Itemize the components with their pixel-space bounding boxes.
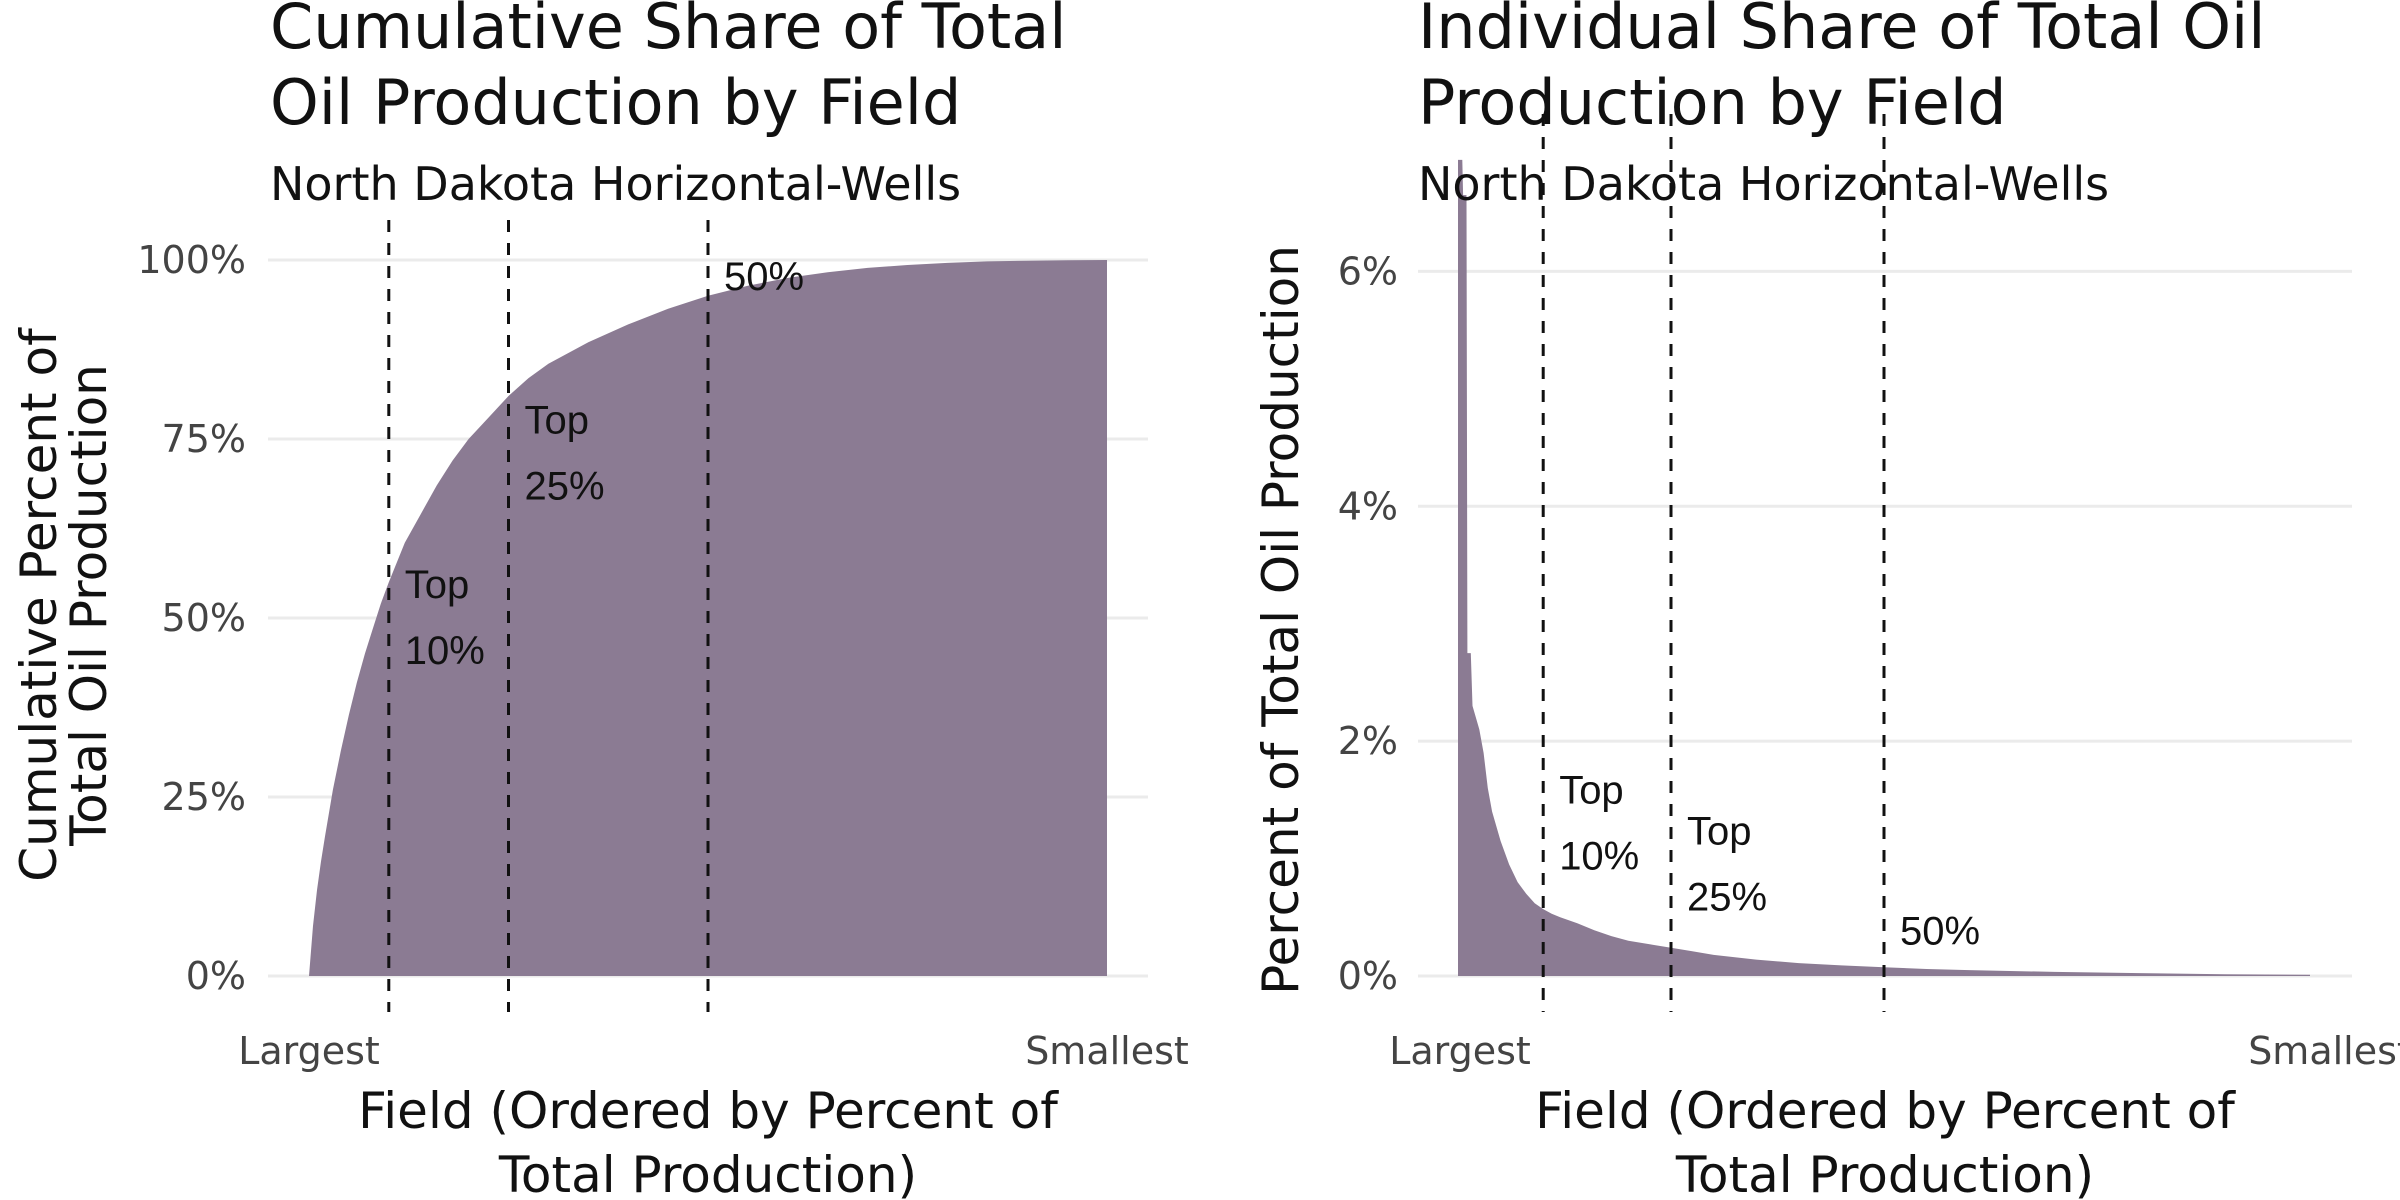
chart1-subtitle: North Dakota Horizontal-Wells — [270, 157, 961, 211]
chart2-x-tick-label-0: Largest — [1389, 1029, 1531, 1073]
chart1-y-axis-title-line-1: Total Oil Production — [60, 364, 118, 847]
chart2-annotation-2: 50% — [1900, 909, 1980, 953]
chart2-x-axis-title-line-0: Field (Ordered by Percent of — [1535, 1082, 2236, 1140]
chart2-y-tick-label-2: 4% — [1338, 484, 1398, 528]
chart1-annotation-0: Top 10% — [405, 563, 485, 673]
chart1-x-tick-label-0: Largest — [238, 1029, 380, 1073]
chart2-title-line-1: Production by Field — [1418, 66, 2006, 139]
chart2-title-line-0: Individual Share of Total Oil — [1418, 0, 2266, 63]
chart1-y-tick-label-3: 75% — [162, 417, 246, 461]
chart1-title-line-0: Cumulative Share of Total — [270, 0, 1066, 63]
chart2-x-axis-title-line-1: Total Production) — [1675, 1146, 2094, 1200]
chart1-y-tick-label-2: 50% — [162, 596, 246, 640]
chart1-annotation-1: Top 25% — [525, 398, 605, 508]
chart1-y-tick-label-4: 100% — [137, 238, 246, 282]
chart2-x-tick-label-1: Smallest — [2248, 1029, 2400, 1073]
chart1-y-axis-title-line-0: Cumulative Percent of — [10, 327, 68, 882]
chart2-y-tick-label-0: 0% — [1338, 954, 1398, 998]
chart1-annotation-2: 50% — [724, 255, 804, 299]
chart2-subtitle: North Dakota Horizontal-Wells — [1418, 157, 2109, 211]
chart1-x-axis-title-line-1: Total Production) — [498, 1146, 917, 1200]
chart1-x-axis-title-line-0: Field (Ordered by Percent of — [358, 1082, 1059, 1140]
chart2-y-tick-label-3: 6% — [1338, 249, 1398, 293]
chart2-y-tick-label-1: 2% — [1338, 719, 1398, 763]
chart1-y-tick-label-0: 0% — [186, 954, 246, 998]
chart1-y-tick-label-1: 25% — [162, 775, 246, 819]
chart2-annotation-0: Top 10% — [1559, 768, 1639, 878]
chart1-title-line-1: Oil Production by Field — [270, 66, 961, 139]
chart2-y-axis-title-line-0: Percent of Total Oil Production — [1252, 245, 1310, 995]
chart1-x-tick-label-1: Smallest — [1025, 1029, 1189, 1073]
chart2-annotation-1: Top 25% — [1687, 809, 1767, 919]
